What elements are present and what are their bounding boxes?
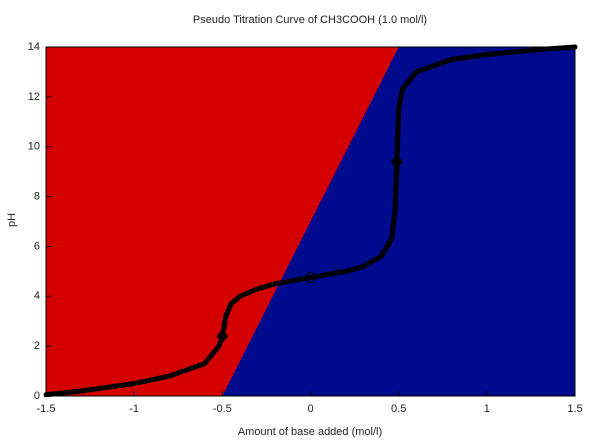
chart-title: Pseudo Titration Curve of CH3COOH (1.0 m… bbox=[193, 14, 427, 26]
plot-frame bbox=[45, 46, 576, 397]
x-tick-label: 1.5 bbox=[567, 403, 582, 415]
y-tick-label: 2 bbox=[34, 340, 40, 352]
y-tick-label: 6 bbox=[34, 240, 40, 252]
titration-curve bbox=[43, 44, 578, 398]
x-tick-label: 1 bbox=[484, 403, 490, 415]
y-tick-label: 14 bbox=[28, 41, 40, 53]
y-tick-label: 0 bbox=[34, 390, 40, 402]
x-tick-label: 0.5 bbox=[391, 403, 406, 415]
point-marker bbox=[216, 329, 229, 344]
left-region bbox=[46, 47, 399, 396]
x-tick-label: -1.5 bbox=[37, 403, 56, 415]
y-axis-label: pH bbox=[6, 213, 18, 227]
y-tick-label: 12 bbox=[28, 91, 40, 103]
point-marker bbox=[305, 272, 316, 284]
y-tick-label: 10 bbox=[28, 141, 40, 153]
y-tick-label: 4 bbox=[34, 290, 40, 302]
y-tick-label: 8 bbox=[34, 190, 40, 202]
x-tick-label: 0 bbox=[307, 403, 313, 415]
point-marker bbox=[390, 154, 403, 169]
x-axis-label: Amount of base added (mol/l) bbox=[238, 426, 382, 438]
x-tick-label: -1 bbox=[129, 403, 139, 415]
x-tick-label: -0.5 bbox=[213, 403, 232, 415]
